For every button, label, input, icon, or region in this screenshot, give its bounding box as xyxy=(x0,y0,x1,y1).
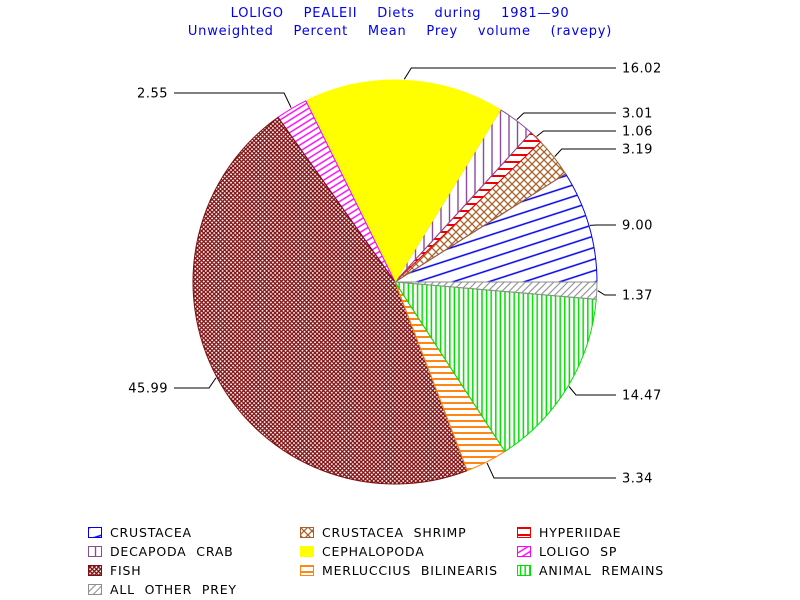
slice-value-label-decapoda-crab: 3.01 xyxy=(622,107,653,122)
slice-value-label-fish: 45.99 xyxy=(128,382,168,397)
pie-slice-all-other-prey xyxy=(394,281,598,300)
chart-subtitle: Unweighted Percent Mean Prey volume (rav… xyxy=(187,24,613,39)
callout-line-loligo-sp xyxy=(174,92,292,108)
slice-value-label-loligo-sp: 2.55 xyxy=(137,87,168,102)
callout-line-merluccius-bilinearis xyxy=(486,462,616,479)
slice-value-label-all-other-prey: 1.37 xyxy=(622,289,653,304)
pie-slice-animal-remains xyxy=(394,281,597,453)
slice-value-label-merluccius-bilinearis: 3.34 xyxy=(622,472,653,487)
callout-line-cephalopoda xyxy=(403,67,616,80)
chart-title: LOLIGO PEALEII Diets during 1981—90 xyxy=(230,6,570,21)
slice-value-label-hyperiidae: 1.06 xyxy=(622,125,653,140)
callout-line-all-other-prey xyxy=(597,290,616,296)
pie-slice-cephalopoda xyxy=(305,79,502,284)
callout-line-hyperiidae xyxy=(536,130,616,137)
slice-value-label-crustacea: 9.00 xyxy=(622,219,653,234)
callout-line-crustacea-shrimp xyxy=(554,148,616,157)
slice-value-label-cephalopoda: 16.02 xyxy=(622,62,662,77)
pie-slice-fish xyxy=(192,116,468,485)
callout-line-fish xyxy=(174,377,217,389)
callout-line-decapoda-crab xyxy=(516,112,616,120)
pie-slice-crustacea xyxy=(393,173,598,283)
slice-value-label-crustacea-shrimp: 3.19 xyxy=(622,143,653,158)
slice-value-label-animal-remains: 14.47 xyxy=(622,389,662,404)
callout-line-animal-remains xyxy=(568,386,616,396)
